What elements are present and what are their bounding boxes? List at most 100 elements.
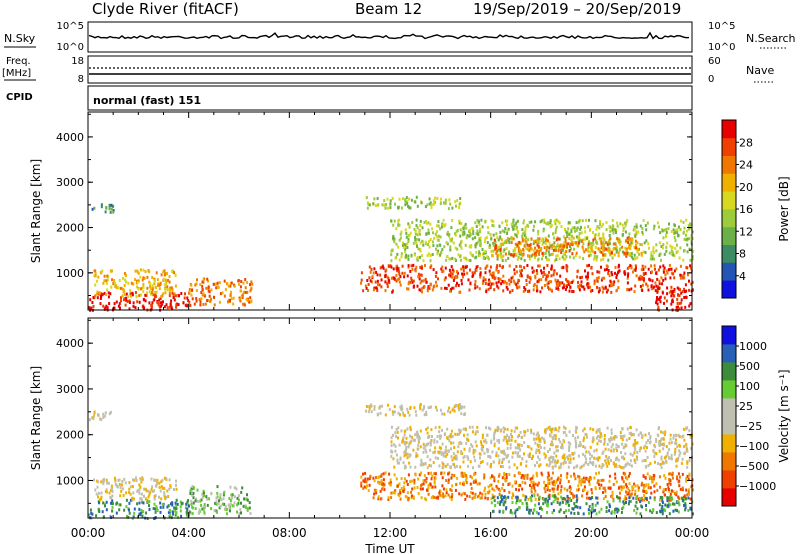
echo-cell [640,446,643,450]
echo-cell [393,219,396,223]
echo-cell [430,264,433,268]
echo-cell [575,241,578,245]
echo-cell [528,445,531,449]
echo-cell [440,446,443,450]
echo-cell [642,489,645,493]
echo-cell [427,471,430,475]
echo-cell [657,268,660,272]
echo-cell [484,256,487,260]
echo-cell [497,474,500,478]
echo-cell [398,258,401,262]
echo-cell [425,498,428,502]
echo-cell [690,282,693,286]
echo-cell [108,203,111,207]
echo-cell [460,474,463,478]
echo-cells [88,402,694,520]
echo-cell [454,200,457,204]
echo-cell [459,244,462,248]
echo-cell [126,514,128,518]
echo-cell [148,500,151,503]
echo-cell [489,265,492,269]
echo-cell [416,486,419,489]
echo-cell [605,506,608,510]
echo-cell [474,449,477,453]
echo-cell [105,206,108,210]
echo-cell [585,492,588,496]
echo-cell [675,442,678,445]
echo-cell [237,498,240,502]
echo-cell [140,480,143,484]
echo-cell [586,435,588,439]
echo-cell [240,280,243,283]
echo-cell [674,450,677,454]
echo-cell [610,459,612,463]
echo-cell [617,265,620,269]
echo-cell [626,251,629,255]
echo-cell [598,237,601,241]
echo-cell [658,241,661,245]
echo-cell [635,232,638,236]
echo-cell [101,510,104,514]
echo-cell [431,288,434,292]
echo-cell [598,510,601,514]
echo-cell [487,287,490,291]
echo-cell [453,465,456,469]
echo-cell [567,465,570,469]
echo-cell [390,454,393,458]
echo-cell [429,483,432,487]
echo-cell [633,508,636,512]
echo-cell [528,508,531,512]
echo-cell [145,489,148,493]
echo-cell [551,466,554,470]
echo-cell [595,496,598,500]
echo-cell [661,460,664,464]
echo-cell [547,222,550,226]
echo-cell [674,441,676,445]
echo-cell [545,255,547,259]
echo-cell [528,510,530,514]
echo-cell [455,274,458,278]
echo-cell [367,410,370,414]
echo-cell [438,446,441,450]
echo-cell [547,485,549,489]
echo-cell [360,481,363,485]
echo-cell [634,268,637,272]
echo-cell [628,482,631,486]
echo-cell [535,239,538,243]
echo-cell [560,266,563,270]
echo-cell [560,485,563,489]
echo-cell [426,254,429,257]
echo-cell [403,275,406,279]
echo-cell [502,430,505,434]
echo-cell [229,485,232,489]
echo-cell [462,275,464,279]
echo-cell [441,248,444,252]
echo-cell [611,493,614,497]
echo-cell [405,231,408,235]
echo-cell [602,464,605,467]
echo-cell [102,482,105,486]
echo-cell [417,492,420,496]
echo-cell [508,482,511,486]
echo-cell [686,266,689,270]
echo-cell [498,458,501,462]
echo-cell [372,496,375,500]
echo-cell [670,302,673,306]
echo-cell [407,264,410,268]
echo-cell [624,443,627,447]
echo-cell [573,512,576,515]
echo-cell [240,490,243,494]
echo-cell [668,456,671,460]
echo-cell [625,501,627,504]
echo-cell [462,460,465,464]
echo-cell [576,498,579,502]
echo-cell [387,496,390,500]
echo-cell [447,234,450,238]
echo-cell [531,494,533,498]
echo-cell [507,256,510,260]
echo-cell [654,267,656,271]
echo-cell [393,240,396,244]
echo-cell [580,483,583,487]
echo-cell [404,250,407,253]
echo-cell [503,230,506,234]
